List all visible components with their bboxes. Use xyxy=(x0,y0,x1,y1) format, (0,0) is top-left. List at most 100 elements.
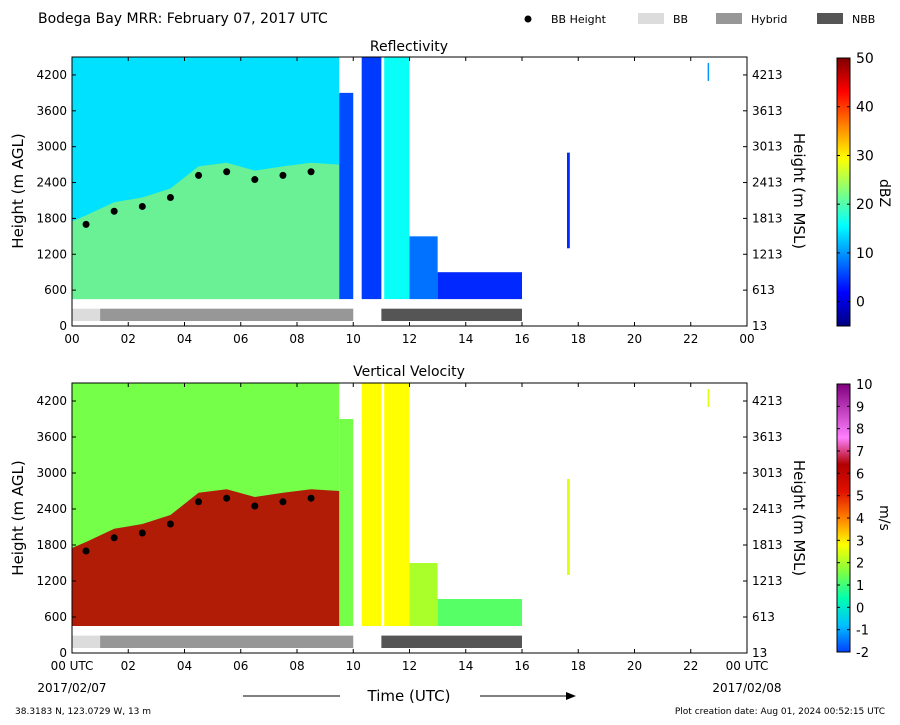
legend-swatch-bb xyxy=(638,13,664,24)
end-date: 2017/02/08 xyxy=(712,681,781,695)
x-tick-label: 16 xyxy=(514,332,529,346)
x-tick-label: 06 xyxy=(233,659,248,673)
echo-region xyxy=(361,57,382,300)
y-right-tick-label: 13 xyxy=(752,319,767,333)
bright-band-marker xyxy=(279,171,287,179)
y-axis-left: 0 600 1200 1800 2400 3000 3600 4200 xyxy=(36,394,76,660)
y-right-tick-label: 13 xyxy=(752,646,767,660)
colorbar-tick-label: 10 xyxy=(856,378,873,393)
x-tick-label: 00 xyxy=(739,332,754,346)
echo-region xyxy=(384,57,410,300)
y-right-tick-label: 3013 xyxy=(752,466,783,480)
y-right-tick-label: 4213 xyxy=(752,394,783,408)
regime-bar-segment xyxy=(100,308,354,321)
colorbar-scale xyxy=(836,57,851,327)
colorbar-tick-label: 5 xyxy=(856,490,864,505)
x-tick-label: 14 xyxy=(458,659,473,673)
y-axis-right: 13 613 1213 1813 2413 3013 3613 4213 xyxy=(743,68,783,333)
y-tick-label: 0 xyxy=(59,646,67,660)
plot-area xyxy=(72,57,710,321)
y-right-tick-label: 3613 xyxy=(752,430,783,444)
colorbar-tick-label: 3 xyxy=(856,534,864,549)
figure-title: Bodega Bay MRR: February 07, 2017 UTC xyxy=(38,11,328,27)
bright-band-marker xyxy=(138,529,146,537)
colorbar-tick-label: 40 xyxy=(856,100,874,116)
y-tick-label: 3600 xyxy=(36,430,67,444)
y-axis-label-right: Height (m MSL) xyxy=(790,133,808,249)
x-tick-label: 18 xyxy=(571,659,586,673)
y-right-tick-label: 3613 xyxy=(752,104,783,118)
bright-band-marker xyxy=(251,176,259,184)
x-tick-label: 16 xyxy=(514,659,529,673)
colorbar-tick-label: 20 xyxy=(856,197,874,213)
colorbar-tick-label: -2 xyxy=(856,646,869,661)
regime-bar-segment xyxy=(381,635,522,648)
time-arrow-head xyxy=(566,692,576,700)
colorbar-tick-label: 0 xyxy=(856,295,865,311)
colorbar-tick-label: -1 xyxy=(856,624,869,639)
y-axis-right: 13 613 1213 1813 2413 3013 3613 4213 xyxy=(743,394,783,660)
x-tick-label: 08 xyxy=(289,659,304,673)
y-tick-label: 1200 xyxy=(36,574,67,588)
x-tick-label: 06 xyxy=(233,332,248,346)
colorbar: -2 -1 0 1 2 3 4 5 6 7 8 9 10 m/s xyxy=(836,378,892,661)
echo-region xyxy=(707,389,710,407)
y-right-tick-label: 4213 xyxy=(752,68,783,82)
colorbar-label: m/s xyxy=(876,505,892,531)
x-tick-label: 12 xyxy=(402,332,417,346)
panel-title: Reflectivity xyxy=(370,39,448,55)
legend: BB Height BB Hybrid NBB xyxy=(524,13,875,26)
colorbar-tick-label: 0 xyxy=(856,601,864,616)
station-location: 38.3183 N, 123.0729 W, 13 m xyxy=(15,707,151,717)
y-tick-label: 1200 xyxy=(36,247,67,261)
y-tick-label: 3000 xyxy=(36,466,67,480)
bright-band-marker xyxy=(110,534,118,542)
x-tick-label: 02 xyxy=(121,332,136,346)
bright-band-marker xyxy=(195,498,203,506)
echo-region xyxy=(437,272,522,300)
y-right-tick-label: 613 xyxy=(752,610,775,624)
x-tick-label: 10 xyxy=(346,659,361,673)
colorbar: 0 10 20 30 40 50 dBZ xyxy=(836,51,892,327)
bright-band-marker xyxy=(110,207,118,215)
y-axis-left: 0 600 1200 1800 2400 3000 3600 4200 xyxy=(36,68,76,333)
y-right-tick-label: 3013 xyxy=(752,140,783,154)
y-axis-label-left: Height (m AGL) xyxy=(9,133,27,248)
y-right-tick-label: 2413 xyxy=(752,502,783,516)
legend-marker-bb-height xyxy=(524,15,532,23)
x-tick-label: 12 xyxy=(402,659,417,673)
y-tick-label: 4200 xyxy=(36,394,67,408)
echo-region xyxy=(437,599,522,626)
x-axis: 00 UTC 02 04 06 08 10 12 14 16 18 20 22 00 UTC xyxy=(51,383,768,673)
y-right-tick-label: 1213 xyxy=(752,247,783,261)
y-tick-label: 600 xyxy=(44,610,67,624)
y-axis-label-right: Height (m MSL) xyxy=(790,460,808,576)
x-axis-label: Time (UTC) xyxy=(367,687,451,705)
panel-title: Vertical Velocity xyxy=(353,364,465,380)
x-axis: 00 02 04 06 08 10 12 14 16 18 20 22 00 xyxy=(64,57,755,346)
x-tick-label: 22 xyxy=(683,332,698,346)
x-tick-label: 10 xyxy=(346,332,361,346)
x-tick-label: 14 xyxy=(458,332,473,346)
legend-swatch-nbb xyxy=(817,13,843,24)
colorbar-tick-label: 10 xyxy=(856,246,874,262)
x-tick-label: 02 xyxy=(121,659,136,673)
y-tick-label: 0 xyxy=(59,319,67,333)
x-tick-label: 18 xyxy=(571,332,586,346)
echo-region xyxy=(567,152,570,249)
bright-band-marker xyxy=(307,168,315,176)
echo-region xyxy=(409,563,438,626)
regime-bar-segment xyxy=(381,308,522,321)
colorbar-tick-label: 8 xyxy=(856,423,864,438)
echo-region xyxy=(409,236,438,300)
legend-label-bb: BB xyxy=(673,13,688,26)
colorbar-tick-label: 7 xyxy=(856,445,864,460)
colorbar-label: dBZ xyxy=(876,179,892,207)
x-tick-label: 00 UTC xyxy=(51,659,94,673)
echo-region xyxy=(361,383,382,626)
bright-band-marker xyxy=(223,494,231,502)
bright-band-marker xyxy=(82,547,90,555)
bright-band-marker xyxy=(279,498,287,506)
colorbar-tick-label: 4 xyxy=(856,512,864,527)
